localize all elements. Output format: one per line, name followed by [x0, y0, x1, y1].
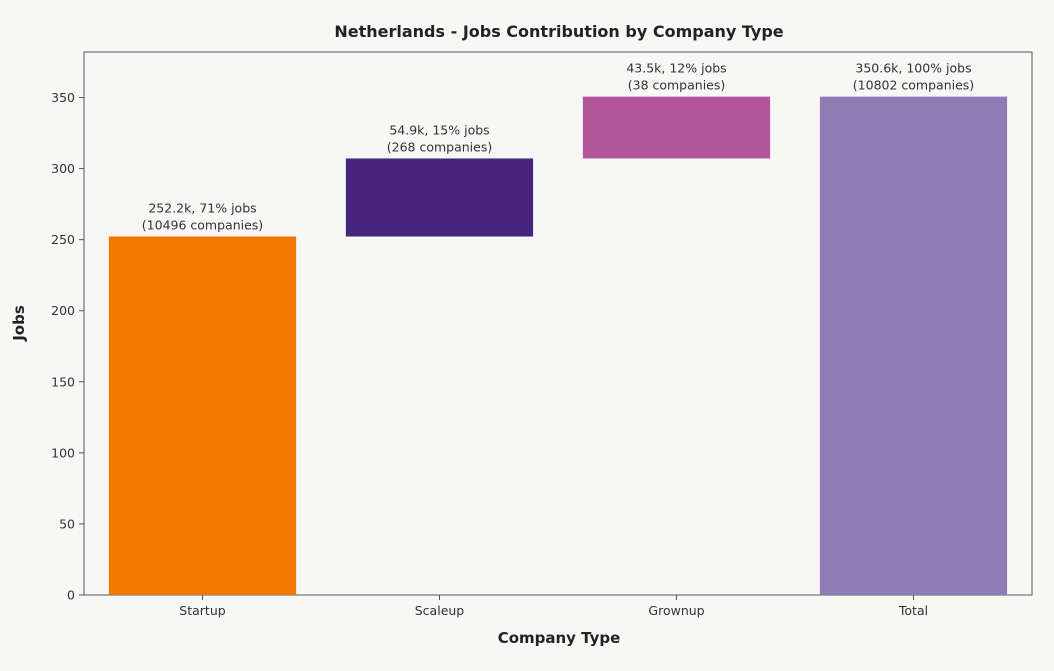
x-tick-label: Total	[898, 603, 928, 618]
data-labels: 252.2k, 71% jobs (10496 companies) 54.9k, …	[142, 61, 974, 233]
bar-startup	[108, 236, 297, 595]
x-axis-title: Company Type	[498, 629, 621, 647]
data-label-companies: (10802 companies)	[853, 78, 974, 93]
data-label-companies: (268 companies)	[387, 139, 492, 154]
y-axis: 0 50 100 150 200 250 300 350	[51, 90, 84, 603]
data-label-companies: (38 companies)	[628, 78, 726, 93]
y-tick-label: 0	[67, 588, 75, 603]
y-tick-label: 200	[51, 303, 75, 318]
y-tick-label: 100	[51, 445, 75, 460]
x-tick-label: Grownup	[648, 603, 704, 618]
x-axis: Startup Scaleup Grownup Total	[179, 595, 928, 618]
y-axis-title: Jobs	[10, 305, 28, 342]
y-tick-label: 300	[51, 161, 75, 176]
plot-area	[83, 51, 1033, 596]
bar-scaleup	[345, 158, 534, 237]
data-label-companies: (10496 companies)	[142, 218, 263, 233]
data-label-value: 43.5k, 12% jobs	[626, 61, 726, 76]
y-tick-label: 150	[51, 374, 75, 389]
data-label-value: 252.2k, 71% jobs	[148, 201, 256, 216]
data-label-value: 54.9k, 15% jobs	[389, 122, 489, 137]
chart-title: Netherlands - Jobs Contribution by Compa…	[334, 22, 783, 41]
x-tick-label: Scaleup	[415, 603, 465, 618]
bar-grownup	[582, 96, 771, 159]
data-label-value: 350.6k, 100% jobs	[855, 61, 971, 76]
x-tick-label: Startup	[179, 603, 225, 618]
bar-series	[108, 96, 1008, 595]
y-tick-label: 250	[51, 232, 75, 247]
y-tick-label: 350	[51, 90, 75, 105]
y-tick-label: 50	[59, 516, 75, 531]
bar-total	[819, 96, 1008, 595]
